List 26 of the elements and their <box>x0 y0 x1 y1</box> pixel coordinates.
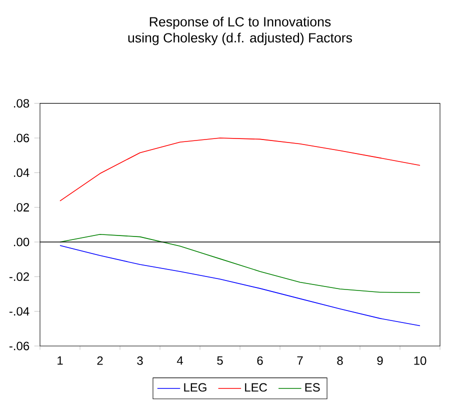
x-tick-label: 6 <box>257 356 263 365</box>
y-tick-label: -.04 <box>9 307 30 316</box>
y-tick-label: .00 <box>14 238 30 246</box>
x-tick-label: 8 <box>337 356 343 365</box>
y-tick-label: -.02 <box>9 272 29 281</box>
legend-label: LEG <box>184 383 206 392</box>
x-tick-label: 10 <box>414 356 426 365</box>
x-tick-label: 2 <box>97 356 103 365</box>
y-tick-label: .08 <box>14 99 30 108</box>
chart-title: Response of LC to Innovations <box>150 16 331 30</box>
legend-label: ES <box>305 383 320 392</box>
y-tick-label: .02 <box>14 203 29 212</box>
x-tick-label: 4 <box>176 356 183 365</box>
x-tick-label: 5 <box>217 356 223 365</box>
chart-subtitle: using Cholesky (d.f. adjusted) Factors <box>128 32 352 46</box>
x-tick-label: 3 <box>137 356 143 365</box>
line-series <box>60 234 420 294</box>
x-tick-label: 1 <box>58 356 63 365</box>
y-tick-label: .04 <box>14 168 30 177</box>
y-tick-label: -.06 <box>9 342 30 350</box>
x-tick-label: 9 <box>377 356 383 365</box>
x-tick-label: 7 <box>297 356 303 365</box>
line-series <box>60 245 420 326</box>
line-series <box>60 138 420 202</box>
y-tick-label: .06 <box>14 134 30 142</box>
legend-label: LEC <box>245 383 268 392</box>
